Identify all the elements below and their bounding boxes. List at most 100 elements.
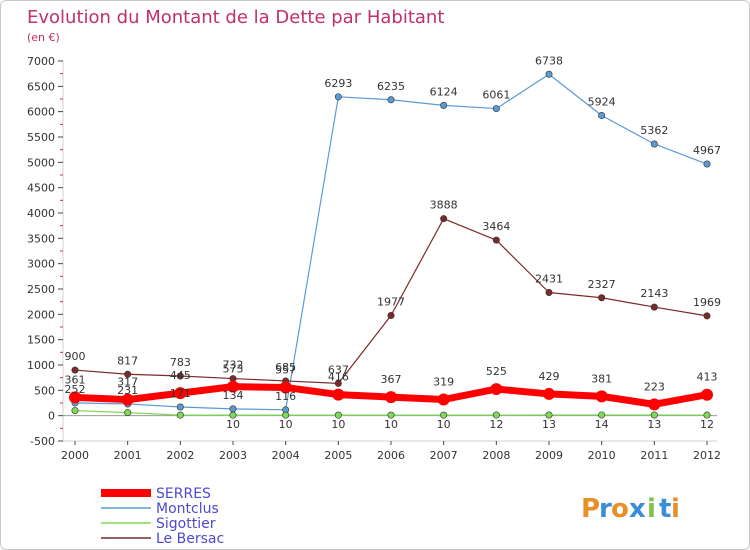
data-label: 413 (697, 371, 718, 384)
data-point (387, 96, 395, 104)
data-point (229, 411, 237, 419)
data-label: 171 (170, 387, 191, 400)
data-point (334, 411, 342, 419)
data-label: 637 (328, 363, 349, 376)
data-label: 134 (223, 389, 244, 402)
data-label: 783 (170, 356, 191, 369)
data-point (490, 383, 503, 396)
data-label: 4967 (693, 144, 721, 157)
chart-title: Evolution du Montant de la Dette par Hab… (27, 7, 444, 28)
x-tick-label: 2012 (693, 449, 721, 462)
data-point (437, 393, 450, 406)
data-point (703, 411, 711, 419)
data-label: 416 (328, 371, 349, 384)
data-point (279, 381, 292, 394)
x-tick-label: 2002 (166, 449, 194, 462)
data-point (282, 411, 290, 419)
x-tick-label: 2011 (640, 449, 668, 462)
legend-label: Le Bersac (156, 531, 224, 547)
data-point (124, 370, 132, 378)
y-tick-label: 5500 (27, 131, 55, 144)
data-point (545, 411, 553, 419)
data-label: 429 (539, 370, 560, 383)
data-labels-sigottier: 10 10 10 10 10 12 13 14 13 12 (226, 418, 714, 431)
logo-letter: i (671, 494, 680, 524)
data-point (385, 391, 397, 404)
data-point (174, 387, 187, 400)
x-tick-label: 2004 (272, 449, 300, 462)
data-label: 10 (331, 418, 345, 431)
data-label: 3888 (430, 199, 458, 212)
data-point (387, 411, 395, 419)
data-label: 900 (65, 350, 86, 363)
y-tick-label: 1000 (27, 359, 55, 372)
logo-letter: P (581, 494, 600, 524)
y-tick-label: -500 (30, 435, 55, 448)
x-tick-label: 2003 (219, 449, 247, 462)
data-label: 525 (486, 365, 507, 378)
y-tick-label: 3000 (27, 258, 55, 271)
data-label: 10 (226, 418, 240, 431)
y-tick-label: 500 (34, 384, 55, 397)
data-point (492, 236, 500, 244)
data-label: 381 (591, 372, 612, 385)
data-label: 557 (275, 363, 296, 376)
data-point (703, 160, 711, 168)
data-point (598, 112, 606, 120)
data-label: 1969 (693, 296, 721, 309)
y-tick-label: 4000 (27, 207, 55, 220)
data-point (650, 140, 658, 148)
logo-letter: i (647, 494, 656, 524)
data-point (598, 294, 606, 302)
logo-letter: t (659, 494, 671, 524)
data-label: 319 (433, 376, 454, 389)
y-tick-label: 2500 (27, 283, 55, 296)
y-tick-label: 3500 (27, 232, 55, 245)
y-tick-label: 2000 (27, 308, 55, 321)
logo-letter: x (629, 494, 646, 524)
data-point (492, 411, 500, 419)
data-point (545, 288, 553, 296)
data-point (176, 403, 184, 411)
logo-letter: r (599, 494, 612, 524)
data-label: 445 (170, 369, 191, 382)
data-label: 367 (381, 373, 402, 386)
data-point (69, 391, 81, 404)
data-point (229, 405, 237, 413)
data-label: 252 (65, 383, 86, 396)
x-tick-label: 2009 (535, 449, 563, 462)
data-label: 361 (65, 373, 86, 386)
data-label: 10 (279, 418, 293, 431)
x-tick-label: 2006 (377, 449, 405, 462)
data-point (334, 93, 342, 101)
data-point (227, 380, 239, 393)
data-label: 5362 (640, 124, 668, 137)
data-label: 3464 (482, 220, 510, 233)
data-label: 317 (117, 376, 138, 389)
logo-letter: o (611, 494, 629, 524)
data-label: 10 (384, 418, 398, 431)
data-label: 13 (647, 418, 661, 431)
data-point (703, 312, 711, 320)
proxiti-logo: Pr o x i t i (581, 494, 680, 524)
data-label: 10 (437, 418, 451, 431)
data-label: 6293 (324, 77, 352, 90)
y-tick-label: 6000 (27, 106, 55, 119)
data-label: 2327 (588, 278, 616, 291)
data-label: 2143 (640, 287, 668, 300)
x-tick-label: 2000 (61, 449, 89, 462)
y-tick-label: 6500 (27, 80, 55, 93)
data-label: 6061 (482, 89, 510, 102)
data-point (440, 101, 448, 109)
data-label: 732 (223, 359, 244, 372)
x-tick-label: 2007 (430, 449, 458, 462)
x-tick-label: 2010 (588, 449, 616, 462)
data-point (332, 388, 345, 401)
legend-label: SERRES (156, 486, 211, 502)
data-point (176, 411, 184, 419)
data-point (176, 372, 184, 380)
data-label: 573 (223, 363, 244, 376)
